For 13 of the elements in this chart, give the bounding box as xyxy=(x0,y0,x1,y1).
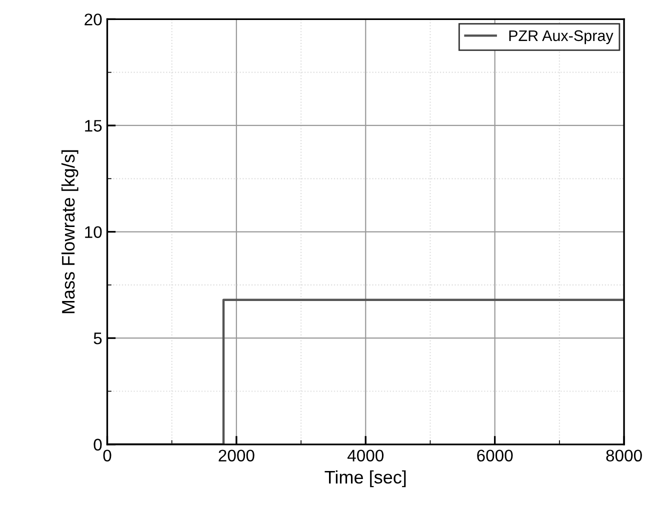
x-tick-label: 8000 xyxy=(606,450,642,462)
x-tick-label: 4000 xyxy=(347,450,384,462)
x-tick-label: 6000 xyxy=(477,450,513,462)
x-axis-title: Time [sec] xyxy=(324,470,406,488)
y-tick-label: 10 xyxy=(85,226,102,238)
legend-label: PZR Aux-Spray xyxy=(509,30,614,44)
y-axis-title: Mass Flowrate [kg/s] xyxy=(61,150,78,314)
x-tick-label: 2000 xyxy=(218,450,254,462)
x-tick-label: 0 xyxy=(103,450,112,462)
y-tick-label: 5 xyxy=(94,332,102,344)
y-tick-label: 20 xyxy=(84,14,102,26)
y-tick-label: 15 xyxy=(85,120,102,132)
y-tick-label: 0 xyxy=(94,438,102,451)
